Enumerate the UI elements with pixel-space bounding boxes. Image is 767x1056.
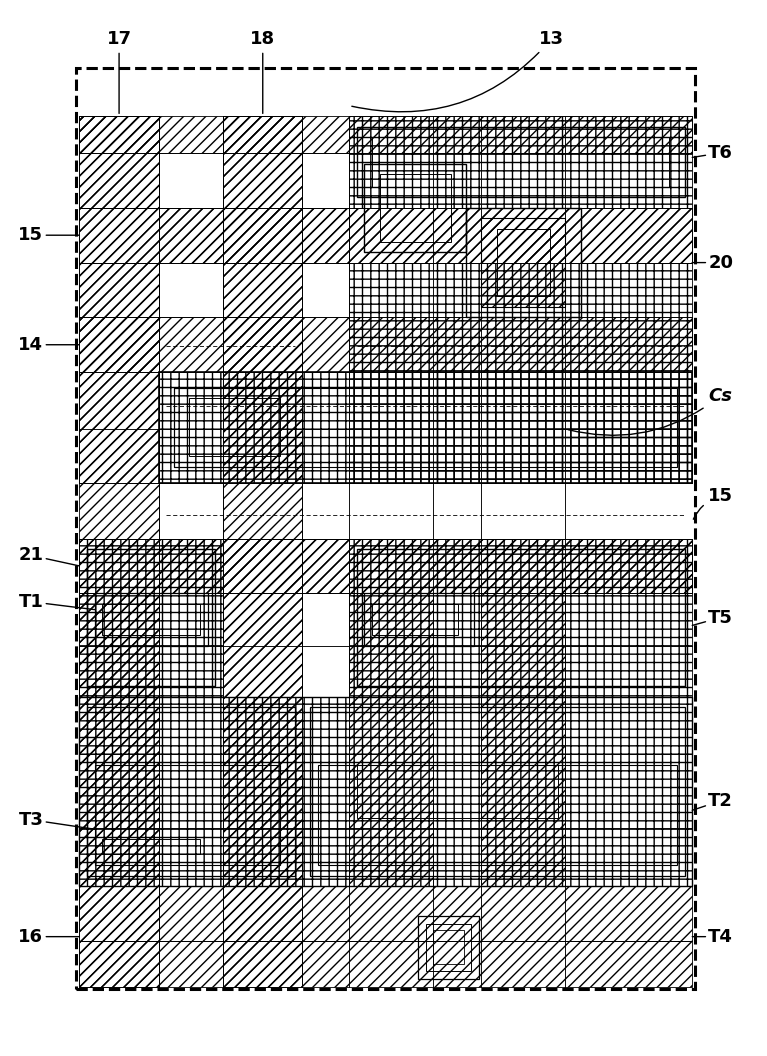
Bar xyxy=(223,116,302,987)
Bar xyxy=(159,539,349,593)
Bar xyxy=(79,886,693,941)
Bar xyxy=(349,263,693,483)
Bar xyxy=(79,116,693,153)
Bar xyxy=(349,208,693,263)
Bar xyxy=(496,229,550,297)
Bar xyxy=(357,127,685,197)
Bar xyxy=(482,219,565,307)
Bar xyxy=(433,930,464,964)
Text: Cs: Cs xyxy=(568,386,732,435)
Bar xyxy=(79,116,159,208)
Text: T4: T4 xyxy=(693,927,733,946)
Bar xyxy=(159,208,349,263)
Bar xyxy=(79,697,159,886)
Text: 16: 16 xyxy=(18,927,79,946)
Bar xyxy=(102,838,200,854)
Bar xyxy=(364,593,474,646)
Text: 15: 15 xyxy=(18,226,79,244)
Bar xyxy=(357,549,685,686)
Text: T2: T2 xyxy=(693,792,733,810)
Bar xyxy=(79,539,223,697)
Text: 17: 17 xyxy=(107,30,132,113)
Text: T1: T1 xyxy=(18,592,94,610)
Bar xyxy=(357,765,558,817)
Bar xyxy=(94,593,208,646)
Bar xyxy=(482,697,565,886)
Bar xyxy=(310,708,685,875)
Bar xyxy=(174,388,677,467)
Bar xyxy=(426,924,472,972)
Bar xyxy=(349,539,693,697)
Bar xyxy=(79,539,693,593)
Bar xyxy=(94,765,279,865)
Bar xyxy=(364,164,466,252)
Bar xyxy=(79,593,159,697)
Text: 20: 20 xyxy=(693,253,733,271)
Text: 13: 13 xyxy=(352,30,565,112)
Bar xyxy=(223,593,302,697)
Text: 21: 21 xyxy=(18,546,79,566)
Bar xyxy=(482,593,565,697)
Bar xyxy=(466,208,581,318)
Bar xyxy=(79,208,693,263)
Bar xyxy=(87,549,216,686)
Text: T5: T5 xyxy=(693,608,733,626)
Bar xyxy=(79,697,693,886)
Bar xyxy=(79,318,693,372)
Bar xyxy=(79,941,693,987)
Bar xyxy=(482,219,565,307)
Bar xyxy=(79,697,693,886)
Bar xyxy=(159,372,693,483)
Text: 14: 14 xyxy=(18,336,79,354)
Text: T6: T6 xyxy=(693,144,733,162)
Bar xyxy=(223,116,302,208)
Bar xyxy=(102,604,200,636)
Text: 18: 18 xyxy=(250,30,275,113)
Bar xyxy=(223,263,302,483)
Bar xyxy=(349,697,433,886)
Text: T3: T3 xyxy=(18,811,94,829)
Bar xyxy=(76,68,695,989)
Bar xyxy=(372,604,459,636)
Bar xyxy=(349,593,433,697)
Bar xyxy=(79,116,159,987)
Bar xyxy=(372,137,670,187)
Bar xyxy=(418,916,479,979)
Bar xyxy=(318,765,677,865)
Bar xyxy=(174,388,295,467)
Bar xyxy=(189,398,279,456)
Bar xyxy=(79,263,159,483)
Bar xyxy=(87,708,295,875)
Bar xyxy=(159,372,693,483)
Text: 15: 15 xyxy=(693,488,733,520)
Bar xyxy=(380,174,451,242)
Bar xyxy=(349,116,693,208)
Bar xyxy=(223,697,302,886)
Bar xyxy=(349,539,693,593)
